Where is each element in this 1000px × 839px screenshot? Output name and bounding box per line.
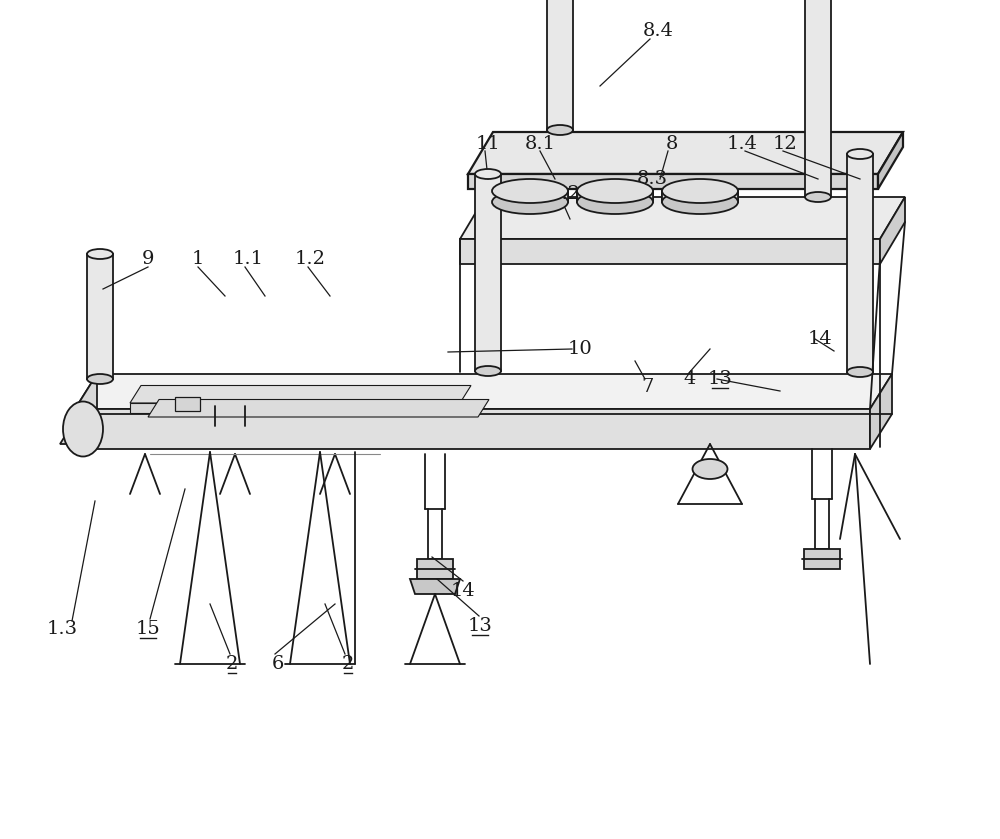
Polygon shape <box>75 374 97 449</box>
Text: 2: 2 <box>342 655 354 673</box>
Polygon shape <box>662 191 738 202</box>
Polygon shape <box>460 197 905 239</box>
Polygon shape <box>175 397 200 411</box>
Ellipse shape <box>847 367 873 377</box>
Polygon shape <box>468 174 878 189</box>
Ellipse shape <box>87 249 113 259</box>
Text: 10: 10 <box>568 340 592 358</box>
Text: 8.4: 8.4 <box>642 22 674 40</box>
Polygon shape <box>60 434 97 444</box>
Polygon shape <box>410 579 460 594</box>
Ellipse shape <box>662 179 738 203</box>
Polygon shape <box>880 197 905 264</box>
Text: 13: 13 <box>468 617 492 635</box>
Polygon shape <box>130 403 460 413</box>
Polygon shape <box>148 399 489 417</box>
Polygon shape <box>475 174 501 371</box>
Polygon shape <box>75 374 892 409</box>
Text: 1.2: 1.2 <box>294 250 326 268</box>
Polygon shape <box>577 191 653 202</box>
Polygon shape <box>804 549 840 569</box>
Polygon shape <box>547 0 573 130</box>
Text: 12: 12 <box>773 135 797 153</box>
Text: 4: 4 <box>684 370 696 388</box>
Text: 8: 8 <box>666 135 678 153</box>
Text: 1.4: 1.4 <box>726 135 758 153</box>
Text: 1: 1 <box>192 250 204 268</box>
Polygon shape <box>468 132 903 174</box>
Ellipse shape <box>475 169 501 179</box>
Polygon shape <box>75 409 870 449</box>
Ellipse shape <box>492 190 568 214</box>
Ellipse shape <box>547 125 573 135</box>
Polygon shape <box>878 132 903 189</box>
Text: 11: 11 <box>476 135 500 153</box>
Text: 8.1: 8.1 <box>524 135 556 153</box>
Ellipse shape <box>475 366 501 376</box>
Text: 9: 9 <box>142 250 154 268</box>
Ellipse shape <box>692 459 728 479</box>
Polygon shape <box>460 239 880 264</box>
Polygon shape <box>492 191 568 202</box>
Text: 6: 6 <box>272 655 284 673</box>
Ellipse shape <box>577 179 653 203</box>
Ellipse shape <box>492 179 568 203</box>
Ellipse shape <box>847 149 873 159</box>
Polygon shape <box>130 385 471 403</box>
Text: 8.2: 8.2 <box>550 185 580 203</box>
Text: 14: 14 <box>451 582 475 600</box>
Text: 8.3: 8.3 <box>636 170 668 188</box>
Polygon shape <box>870 374 892 449</box>
Text: 1.1: 1.1 <box>232 250 264 268</box>
Text: 1.3: 1.3 <box>46 620 78 638</box>
Polygon shape <box>847 154 873 372</box>
Text: 14: 14 <box>808 330 832 348</box>
Ellipse shape <box>662 190 738 214</box>
Text: 15: 15 <box>136 620 160 638</box>
Ellipse shape <box>805 192 831 202</box>
Ellipse shape <box>87 374 113 384</box>
Polygon shape <box>87 254 113 379</box>
Polygon shape <box>805 0 831 197</box>
Text: 7: 7 <box>642 378 654 396</box>
Text: 13: 13 <box>708 370 732 388</box>
Ellipse shape <box>63 402 103 456</box>
Text: 2: 2 <box>226 655 238 673</box>
Polygon shape <box>417 559 453 579</box>
Ellipse shape <box>577 190 653 214</box>
